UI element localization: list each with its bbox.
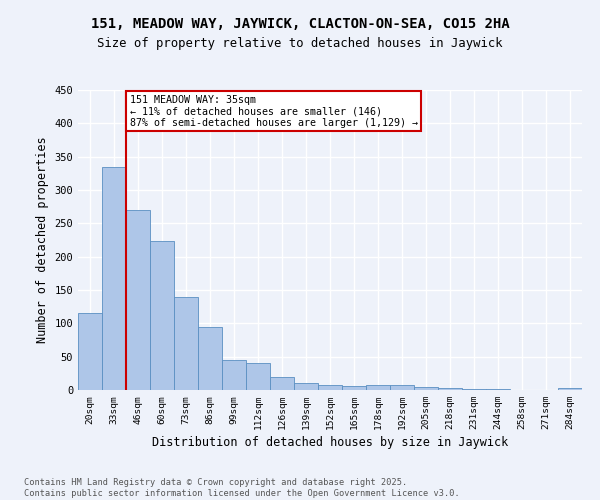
- Bar: [558, 388, 582, 390]
- Bar: [150, 240, 174, 390]
- Bar: [438, 388, 462, 390]
- Bar: [342, 386, 366, 390]
- Bar: [366, 386, 390, 390]
- Y-axis label: Number of detached properties: Number of detached properties: [36, 136, 49, 344]
- Text: Contains HM Land Registry data © Crown copyright and database right 2025.
Contai: Contains HM Land Registry data © Crown c…: [24, 478, 460, 498]
- Bar: [270, 378, 294, 390]
- Bar: [462, 388, 486, 390]
- Text: 151 MEADOW WAY: 35sqm
← 11% of detached houses are smaller (146)
87% of semi-det: 151 MEADOW WAY: 35sqm ← 11% of detached …: [130, 94, 418, 128]
- Text: Size of property relative to detached houses in Jaywick: Size of property relative to detached ho…: [97, 38, 503, 51]
- Bar: [246, 364, 270, 390]
- Bar: [414, 388, 438, 390]
- Bar: [198, 328, 222, 390]
- Bar: [318, 386, 342, 390]
- Bar: [222, 360, 246, 390]
- Text: 151, MEADOW WAY, JAYWICK, CLACTON-ON-SEA, CO15 2HA: 151, MEADOW WAY, JAYWICK, CLACTON-ON-SEA…: [91, 18, 509, 32]
- Bar: [126, 210, 150, 390]
- X-axis label: Distribution of detached houses by size in Jaywick: Distribution of detached houses by size …: [152, 436, 508, 450]
- Bar: [78, 312, 102, 390]
- Bar: [102, 166, 126, 390]
- Bar: [174, 296, 198, 390]
- Bar: [294, 382, 318, 390]
- Bar: [390, 386, 414, 390]
